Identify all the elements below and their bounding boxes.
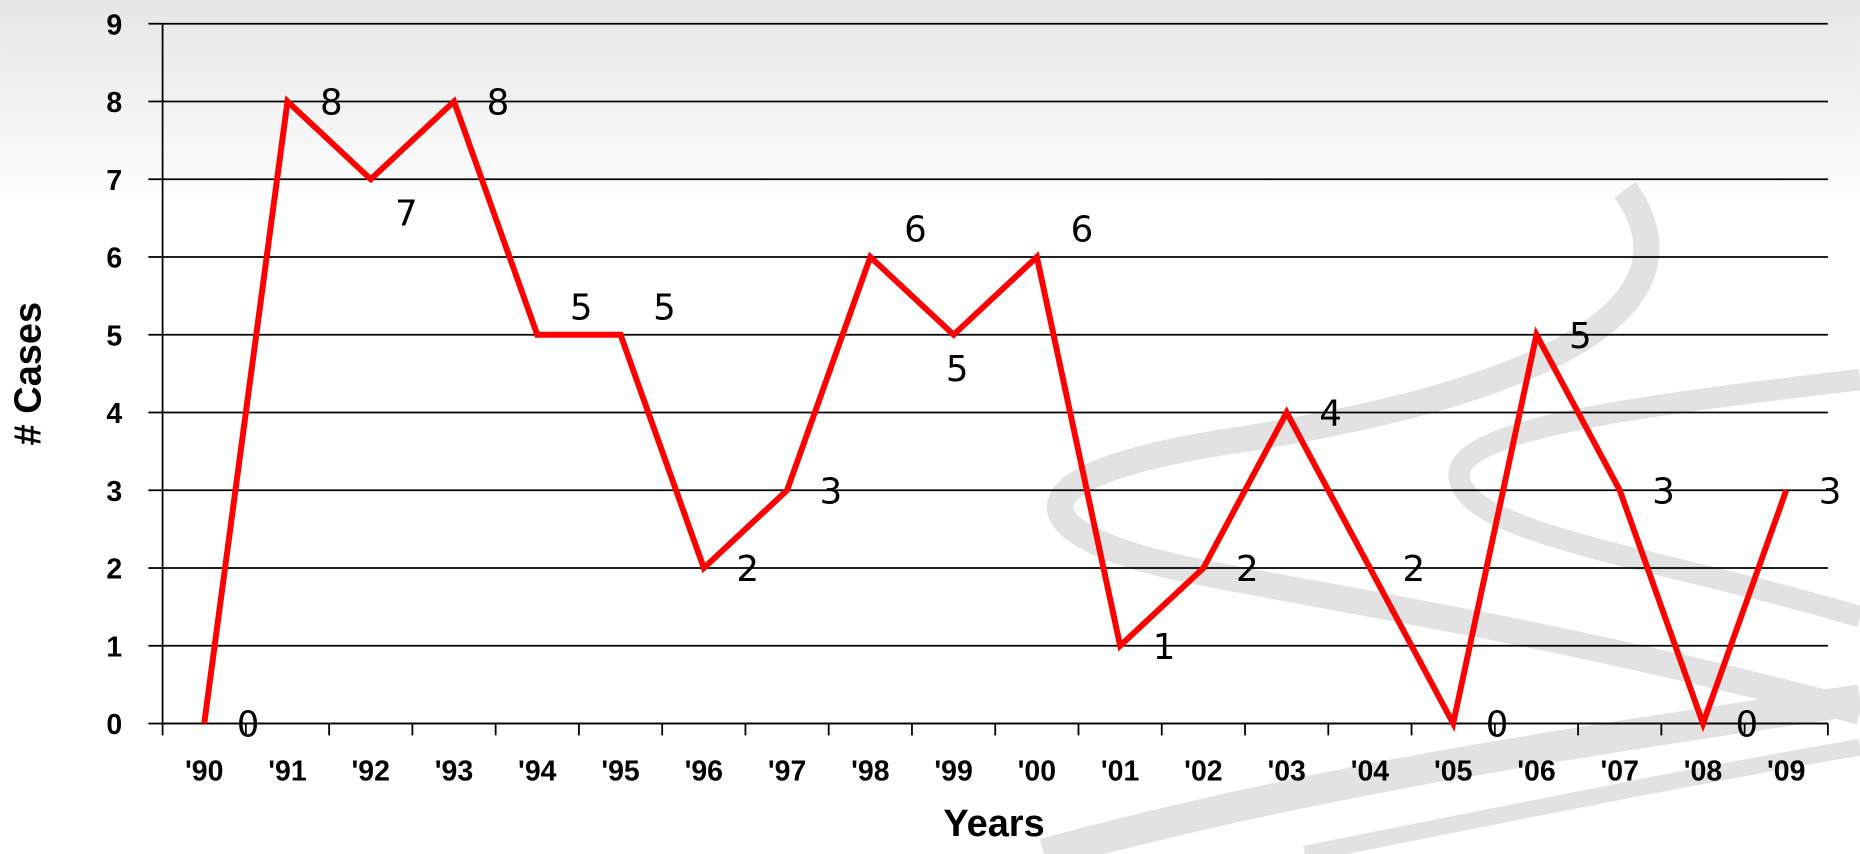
- x-tick-label: '04: [1351, 755, 1390, 787]
- x-tick-label: '09: [1767, 755, 1805, 787]
- data-label: 6: [904, 210, 927, 251]
- x-tick-label: '07: [1601, 755, 1639, 787]
- x-tick-label: '06: [1517, 755, 1555, 787]
- data-label: 6: [1071, 210, 1094, 251]
- y-tick-label: 1: [106, 631, 122, 663]
- data-label: 3: [1819, 471, 1842, 512]
- data-label: 2: [736, 549, 759, 590]
- data-label: 8: [487, 83, 510, 124]
- data-label: 2: [1402, 549, 1425, 590]
- x-tick-label: '97: [768, 755, 806, 787]
- data-label: 0: [1736, 705, 1759, 746]
- y-tick-label: 2: [106, 554, 122, 586]
- data-label: 2: [1236, 549, 1259, 590]
- y-tick-label: 4: [106, 398, 122, 430]
- data-label: 5: [946, 349, 969, 390]
- data-label: 5: [653, 287, 676, 328]
- x-tick-label: '94: [518, 755, 557, 787]
- x-tick-label: '05: [1434, 755, 1473, 787]
- y-tick-label: 9: [106, 9, 122, 41]
- y-tick-label: 3: [106, 476, 122, 508]
- data-label: 1: [1153, 627, 1176, 668]
- data-label: 4: [1319, 394, 1342, 435]
- x-tick-label: '98: [851, 755, 889, 787]
- x-tick-label: '92: [352, 755, 390, 787]
- data-line: [201, 95, 1790, 733]
- data-label: 8: [320, 83, 343, 124]
- x-tick-label: '91: [268, 755, 307, 787]
- y-tick-label: 5: [106, 320, 122, 352]
- y-axis-title: # Cases: [7, 302, 49, 445]
- x-tick-label: '99: [934, 755, 972, 787]
- data-label: 3: [820, 471, 843, 512]
- data-label: 0: [1486, 705, 1509, 746]
- x-tick-label: '03: [1267, 755, 1305, 787]
- x-tick-label: '95: [601, 755, 640, 787]
- x-tick-label: '93: [435, 755, 473, 787]
- decoration: [1039, 182, 1860, 854]
- x-axis-title: Years: [943, 803, 1044, 845]
- x-tick-label: '96: [685, 755, 723, 787]
- x-tick-label: '00: [1018, 755, 1056, 787]
- x-tick-label: '02: [1184, 755, 1222, 787]
- data-label: 3: [1652, 471, 1675, 512]
- y-tick-label: 6: [106, 243, 122, 275]
- data-label: 5: [1569, 316, 1592, 357]
- x-tick-label: '01: [1101, 755, 1140, 787]
- x-tick-label: '08: [1684, 755, 1722, 787]
- y-tick-label: 7: [106, 165, 122, 197]
- data-label: 0: [237, 705, 260, 746]
- data-label: 7: [395, 193, 418, 234]
- y-tick-label: 8: [106, 87, 122, 119]
- x-tick-label: '90: [185, 755, 223, 787]
- y-tick-label: 0: [106, 709, 122, 741]
- data-label: 5: [570, 287, 593, 328]
